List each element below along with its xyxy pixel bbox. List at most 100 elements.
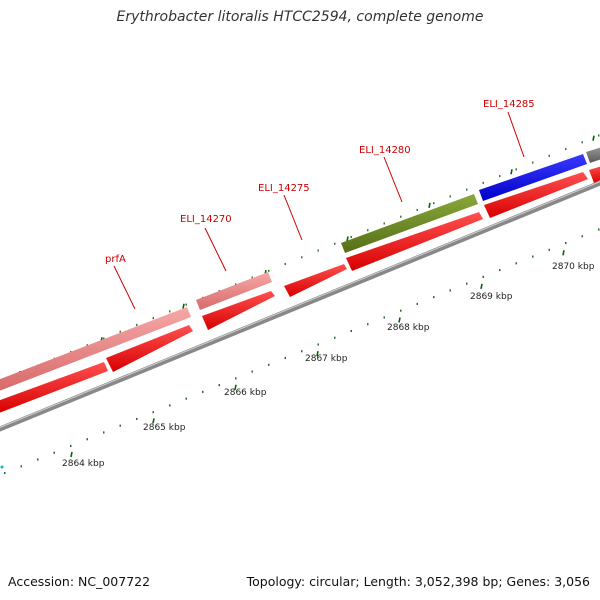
- gene-label: ELI_14270: [180, 214, 232, 225]
- gene-next[interactable]: [586, 146, 600, 163]
- gene-ELI-14285[interactable]: [479, 154, 587, 201]
- tick-dot: [598, 134, 600, 137]
- gene-ELI-14270[interactable]: [196, 272, 272, 310]
- kbp-label: 2865 kbp: [143, 423, 186, 433]
- tick-dot: [301, 256, 303, 259]
- gene-labels: prfA ELI_14270 ELI_14275 ELI_14280 ELI_1…: [105, 99, 535, 265]
- gene-prfA[interactable]: [0, 307, 191, 391]
- cds-5[interactable]: [346, 212, 483, 271]
- label-leaders: [113, 111, 525, 310]
- tick-dot: [499, 175, 501, 178]
- marker-dot: [0, 465, 4, 469]
- tick-dot: [499, 269, 501, 272]
- cds-4[interactable]: [284, 264, 347, 297]
- accession-text: Accession: NC_007722: [8, 574, 151, 589]
- tick-dot: [251, 370, 253, 373]
- tick-dot: [268, 363, 270, 366]
- gene-label: prfA: [105, 254, 126, 265]
- tick-dot: [400, 215, 402, 218]
- tick-dot: [449, 289, 451, 292]
- kbp-label: 2868 kbp: [387, 323, 430, 333]
- tick-dot: [383, 316, 385, 319]
- tick-mark: [480, 283, 483, 290]
- tick-dot: [202, 390, 204, 393]
- tick-dot: [251, 276, 253, 279]
- tick-dot: [185, 303, 187, 306]
- tick-dot: [400, 309, 402, 312]
- tick-dot: [37, 458, 39, 461]
- tick-dot: [86, 344, 88, 347]
- tick-dot: [284, 356, 286, 360]
- gene-label: ELI_14285: [483, 99, 535, 110]
- tick-dot: [86, 438, 88, 441]
- tick-dot: [532, 255, 534, 258]
- tick-dot: [136, 417, 138, 420]
- tick-dot: [433, 296, 435, 299]
- tick-dot: [466, 282, 468, 285]
- tick-mark: [562, 250, 565, 256]
- tick-mark: [152, 418, 155, 424]
- tick-mark: [346, 236, 349, 242]
- tick-dot: [515, 262, 517, 265]
- map-title: Erythrobacter litoralis HTCC2594, comple…: [116, 9, 484, 25]
- tick-dot: [515, 168, 517, 171]
- tick-dot: [136, 323, 138, 326]
- kbp-label: 2869 kbp: [470, 292, 513, 302]
- tick-dot: [350, 235, 352, 239]
- tick-dot: [4, 472, 6, 475]
- tick-dot: [416, 208, 418, 211]
- tick-dot: [301, 350, 303, 353]
- cds-6[interactable]: [484, 172, 588, 218]
- tick-dot: [482, 275, 484, 278]
- tick-dot: [367, 323, 369, 326]
- tick-dot: [70, 444, 72, 448]
- gene-label: ELI_14280: [359, 145, 411, 156]
- tick-dot: [284, 262, 286, 266]
- tick-dot: [532, 161, 534, 164]
- kbp-label: 2870 kbp: [552, 262, 595, 272]
- genome-summary-text: Topology: circular; Length: 3,052,398 bp…: [246, 574, 590, 589]
- gene-track: [0, 146, 600, 391]
- tick-dot: [416, 302, 418, 305]
- tick-mark: [234, 384, 237, 390]
- tick-dot: [103, 431, 105, 434]
- cds-2[interactable]: [106, 325, 193, 372]
- tick-mark: [510, 169, 513, 175]
- gene-ELI-14280[interactable]: [341, 194, 478, 253]
- gene-label: ELI_14275: [258, 183, 310, 194]
- tick-dot: [598, 228, 600, 231]
- tick-dot: [185, 397, 187, 400]
- tick-dot: [581, 141, 583, 144]
- tick-dot: [565, 147, 567, 151]
- cds-3[interactable]: [202, 291, 275, 330]
- tick-dot: [548, 248, 550, 251]
- cds-7[interactable]: [589, 165, 600, 183]
- tick-mark: [398, 317, 401, 323]
- kbp-label: 2864 kbp: [62, 459, 105, 469]
- tick-dot: [367, 229, 369, 232]
- tick-dot: [565, 241, 567, 245]
- tick-dot: [268, 269, 270, 272]
- tick-dots: [4, 134, 600, 475]
- tick-dot: [152, 411, 154, 414]
- tick-dot: [383, 222, 385, 225]
- kbp-label: 2867 kbp: [305, 354, 348, 364]
- tick-dot: [53, 451, 55, 454]
- genome-backbone: [0, 180, 600, 432]
- tick-dot: [119, 330, 121, 333]
- tick-mark: [592, 135, 595, 141]
- tick-dot: [103, 337, 105, 340]
- cds-1[interactable]: [0, 362, 108, 413]
- tick-dot: [152, 317, 154, 320]
- tick-dot: [334, 242, 336, 245]
- tick-dot: [218, 384, 220, 387]
- tick-dot: [235, 283, 237, 286]
- tick-dot: [317, 249, 319, 252]
- tick-dot: [433, 202, 435, 205]
- tick-dot: [548, 154, 550, 157]
- cds-track: [0, 165, 600, 413]
- tick-dot: [334, 336, 336, 339]
- tick-dot: [235, 377, 237, 380]
- tick-mark: [428, 202, 431, 209]
